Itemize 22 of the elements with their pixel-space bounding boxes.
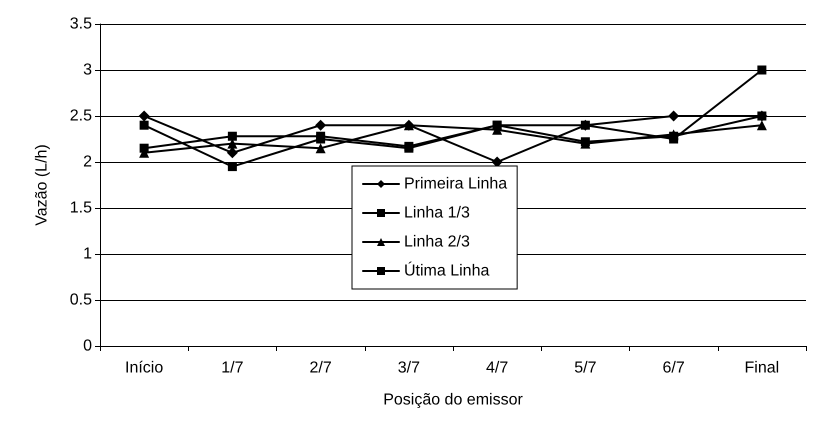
y-tick-label: 3.5 (70, 16, 92, 32)
x-tick-label: Início (125, 360, 164, 376)
x-tick-label: 3/7 (398, 360, 420, 376)
y-tick-label: 0.5 (70, 292, 92, 308)
legend-label: Linha 2/3 (404, 234, 470, 250)
y-tick-label: 2.5 (70, 108, 92, 124)
legend-label: Linha 1/3 (404, 204, 470, 222)
legend-label: Primeira Linha (404, 176, 508, 192)
y-tick-label: 1 (83, 246, 92, 262)
x-tick-label: 1/7 (221, 360, 244, 376)
y-tick-label: 3 (83, 62, 92, 78)
x-tick-label: Final (744, 360, 780, 376)
x-tick-label: 2/7 (310, 360, 332, 376)
y-axis-title: Vazão (L/h) (34, 144, 50, 226)
y-tick-label: 0 (83, 338, 92, 354)
legend-label: Útima Linha (404, 262, 490, 280)
x-tick-label: 5/7 (574, 360, 597, 376)
x-tick-label: 4/7 (486, 360, 508, 376)
x-tick-label: 6/7 (662, 360, 685, 376)
y-tick-label: 1.5 (70, 200, 92, 216)
x-axis-title: Posição do emissor (383, 392, 524, 408)
y-tick-label: 2 (83, 154, 92, 170)
